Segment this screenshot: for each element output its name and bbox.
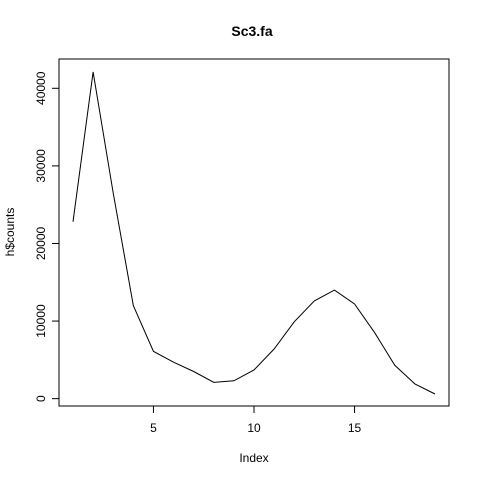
- x-tick-label-1: 10: [247, 421, 261, 435]
- y-axis: 0 10000 20000 30000 40000: [34, 71, 60, 402]
- x-tick-label-2: 15: [348, 421, 362, 435]
- y-tick-label-4: 40000: [34, 71, 48, 105]
- y-axis-title: h$counts: [3, 208, 17, 257]
- y-tick-label-0: 0: [34, 395, 48, 402]
- series-line-h-counts: [72, 71, 436, 395]
- x-axis: 5 10 15: [150, 405, 362, 435]
- y-tick-label-2: 20000: [34, 226, 48, 260]
- y-tick-label-1: 10000: [34, 304, 48, 338]
- x-axis-title: Index: [239, 451, 268, 465]
- x-tick-label-0: 5: [150, 421, 157, 435]
- chart-title: Sc3.fa: [231, 23, 272, 39]
- y-tick-label-3: 30000: [34, 149, 48, 183]
- plot-frame: [58, 58, 450, 407]
